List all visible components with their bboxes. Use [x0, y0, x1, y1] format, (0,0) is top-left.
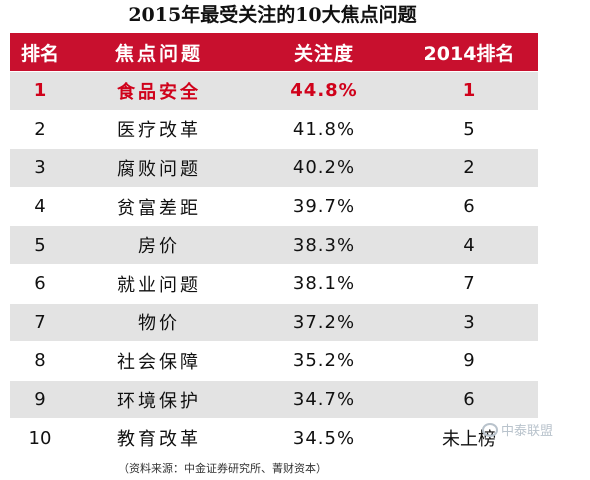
table-row: 7 物价 37.2% 3 — [10, 303, 538, 343]
attention-cell: 34.7% — [292, 389, 356, 411]
rank-2014-cell: 7 — [463, 273, 475, 295]
issue-cell: 环境保护 — [117, 390, 201, 412]
source-note: （资料来源：中金证券研究所、菁财资本） — [118, 462, 327, 475]
attention-cell: 44.8% — [290, 80, 358, 102]
table-header-row: 排名 焦点问题 关注度 2014排名 — [10, 33, 538, 72]
table-row: 3 腐败问题 40.2% 2 — [10, 149, 538, 188]
rank-2014-cell: 未上榜 — [442, 429, 496, 451]
ranking-table: 排名 焦点问题 关注度 2014排名 1 食品安全 44.8% 1 2 医疗改革 41.8%… — [10, 33, 538, 458]
table-row: 5 房价 38.3% 4 — [10, 226, 538, 265]
issue-cell: 贫富差距 — [117, 197, 201, 219]
issue-cell: 腐败问题 — [117, 158, 201, 180]
attention-cell: 40.2% — [292, 157, 356, 179]
table-row: 2 医疗改革 41.8% 5 — [10, 110, 538, 150]
table-row: 1 食品安全 44.8% 1 — [10, 72, 538, 111]
watermark-text: 中泰联盟 — [501, 424, 554, 439]
rank-cell: 7 — [34, 311, 46, 333]
rank-cell: 4 — [34, 196, 46, 218]
watermark: 中泰联盟 — [482, 420, 553, 439]
header-issue: 焦点问题 — [114, 42, 203, 65]
issue-cell: 食品安全 — [117, 81, 201, 103]
header-rank: 排名 — [20, 42, 59, 65]
attention-cell: 34.5% — [292, 427, 356, 449]
rank-2014-cell: 1 — [462, 80, 476, 102]
issue-cell: 教育改革 — [117, 429, 201, 451]
attention-cell: 38.1% — [292, 273, 356, 295]
rank-cell: 9 — [34, 389, 46, 411]
rank-cell: 3 — [34, 157, 46, 179]
table-row: 6 就业问题 38.1% 7 — [10, 264, 538, 304]
table-body: 1 食品安全 44.8% 1 2 医疗改革 41.8% 5 3 腐败问题 40.2% 2 4 贫富差距 39… — [10, 72, 538, 458]
issue-cell: 物价 — [138, 313, 180, 335]
table-row: 8 社会保障 35.2% 9 — [10, 342, 538, 381]
rank-cell: 6 — [34, 273, 46, 295]
rank-2014-cell: 4 — [463, 234, 475, 256]
rank-2014-cell: 2 — [463, 157, 475, 179]
attention-cell: 39.7% — [292, 196, 356, 218]
rank-cell: 5 — [34, 234, 46, 256]
table-title: 2015年最受关注的10大焦点问题 — [128, 4, 417, 26]
issue-cell: 医疗改革 — [117, 120, 201, 142]
rank-2014-cell: 6 — [463, 389, 475, 411]
rank-cell: 2 — [34, 118, 46, 140]
rank-2014-cell: 6 — [463, 196, 475, 218]
attention-cell: 38.3% — [292, 234, 356, 256]
attention-cell: 37.2% — [292, 311, 356, 333]
table-row: 4 贫富差距 39.7% 6 — [10, 187, 538, 227]
attention-cell: 35.2% — [292, 350, 356, 372]
table-row: 9 环境保护 34.7% 6 — [10, 380, 538, 420]
rank-2014-cell: 5 — [463, 118, 475, 140]
wechat-icon — [482, 422, 498, 437]
issue-cell: 就业问题 — [117, 274, 201, 296]
rank-cell: 1 — [33, 80, 47, 102]
rank-cell: 8 — [34, 350, 46, 372]
issue-cell: 社会保障 — [117, 351, 201, 373]
rank-2014-cell: 3 — [463, 311, 475, 333]
attention-cell: 41.8% — [292, 118, 356, 140]
issue-cell: 房价 — [138, 236, 180, 258]
header-rank-2014: 2014排名 — [423, 42, 515, 65]
table-row: 10 教育改革 34.5% 未上榜 — [10, 419, 538, 458]
header-attention: 关注度 — [293, 42, 354, 65]
rank-cell: 10 — [28, 427, 52, 449]
rank-2014-cell: 9 — [463, 350, 475, 372]
